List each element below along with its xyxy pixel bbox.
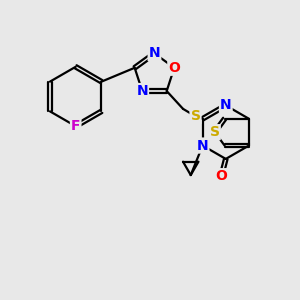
Text: F: F: [71, 119, 80, 133]
Text: S: S: [210, 125, 220, 139]
Text: S: S: [190, 109, 200, 123]
Text: N: N: [197, 139, 208, 152]
Text: O: O: [168, 61, 180, 75]
Text: N: N: [220, 98, 232, 112]
Text: N: N: [148, 46, 160, 60]
Text: N: N: [136, 84, 148, 98]
Text: O: O: [215, 169, 227, 183]
